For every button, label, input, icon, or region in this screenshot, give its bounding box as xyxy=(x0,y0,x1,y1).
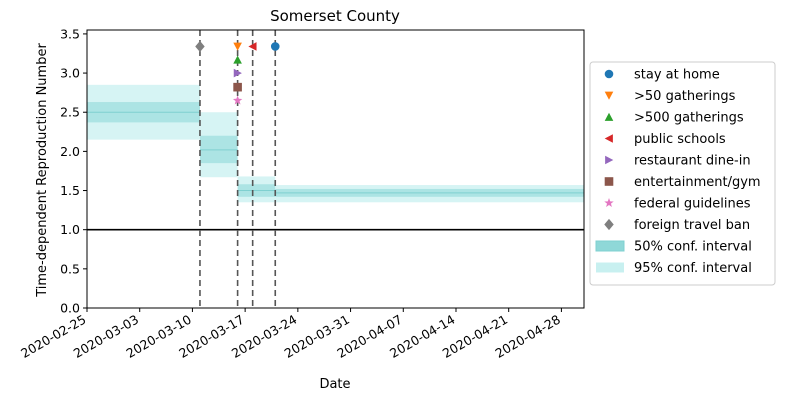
legend-label: restaurant dine-in xyxy=(634,154,751,169)
y-tick-label: 3.5 xyxy=(60,26,80,41)
legend-label: 50% conf. interval xyxy=(634,240,752,255)
legend-frame xyxy=(589,61,776,286)
legend-marker xyxy=(605,155,614,165)
y-tick-label: 1.0 xyxy=(60,222,80,237)
legend-label: stay at home xyxy=(634,68,720,83)
legend: stay at home >50 gatherings >500 gathering… xyxy=(589,61,776,286)
legend-marker xyxy=(604,198,614,207)
legend-label: 95% conf. interval xyxy=(634,261,752,276)
y-tick-label: 0.5 xyxy=(60,261,80,276)
event-marker xyxy=(270,42,280,51)
plot-frame xyxy=(86,29,585,309)
event-marker xyxy=(195,40,205,53)
legend-patch-95 xyxy=(596,262,624,273)
legend-patch-50 xyxy=(595,240,625,252)
y-tick-label: 3.0 xyxy=(60,66,80,81)
legend-label: >50 gatherings xyxy=(634,89,736,104)
y-tick-label: 1.5 xyxy=(60,183,80,198)
y-tick-label: 2.5 xyxy=(60,105,80,120)
plot-area: 0.00.51.01.52.02.53.03.52020-02-252020-0… xyxy=(18,26,585,361)
legend-marker xyxy=(604,218,614,231)
event-marker xyxy=(233,55,242,64)
legend-marker xyxy=(604,177,614,186)
y-tick-label: 0.0 xyxy=(60,301,80,316)
legend-label: foreign travel ban xyxy=(634,218,750,233)
y-tick-label: 2.0 xyxy=(60,144,80,159)
event-marker xyxy=(233,82,242,92)
event-marker xyxy=(248,42,257,51)
event-marker xyxy=(233,42,242,51)
legend-marker xyxy=(604,69,614,79)
x-axis-title: Date xyxy=(319,377,350,392)
legend-marker xyxy=(604,112,614,121)
event-marker xyxy=(232,95,243,105)
legend-marker xyxy=(604,91,614,100)
y-axis-title: Time-dependent Reproduction Number xyxy=(35,43,50,298)
legend-marker xyxy=(604,134,613,143)
legend-label: public schools xyxy=(634,132,726,147)
event-marker xyxy=(233,68,242,78)
legend-label: >500 gatherings xyxy=(634,111,744,126)
legend-label: entertainment/gym xyxy=(634,175,761,190)
chart-title: Somerset County xyxy=(270,7,400,25)
legend-label: federal guidelines xyxy=(634,197,751,212)
